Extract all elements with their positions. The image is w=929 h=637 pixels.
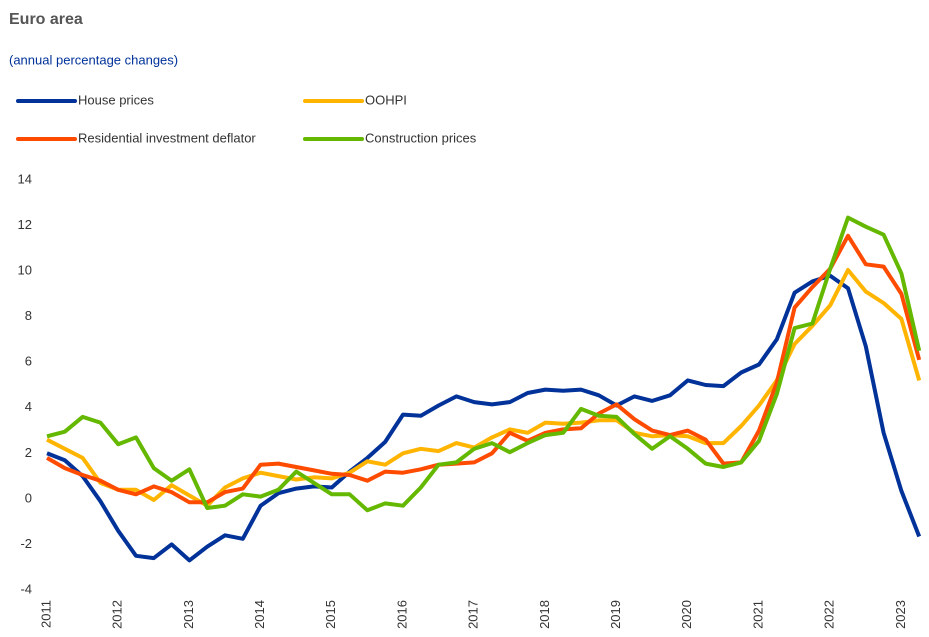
chart-subtitle: (annual percentage changes) — [9, 52, 178, 67]
x-tick-label: 2011 — [38, 600, 53, 628]
x-tick-label: 2018 — [537, 600, 552, 629]
legend-label: OOHPI — [365, 92, 407, 107]
x-tick-label: 2020 — [679, 600, 694, 629]
series-line — [46, 273, 922, 563]
series-line — [46, 268, 922, 508]
y-tick-label: -4 — [20, 581, 32, 596]
y-tick-label: 10 — [18, 263, 32, 278]
y-tick-label: 4 — [25, 399, 32, 414]
x-tick-label: 2023 — [893, 600, 908, 629]
legend-label: Construction prices — [365, 130, 477, 145]
legend-label: House prices — [78, 92, 154, 107]
x-tick-label: 2019 — [608, 600, 623, 629]
x-tick-label: 2021 — [750, 600, 765, 629]
legend-label: Residential investment deflator — [78, 130, 256, 145]
series-line — [46, 233, 922, 505]
chart-title: Euro area — [9, 11, 83, 28]
x-tick-label: 2012 — [110, 600, 125, 629]
x-tick-label: 2016 — [394, 600, 409, 629]
x-tick-label: 2015 — [323, 600, 338, 629]
x-tick-label: 2013 — [181, 600, 196, 629]
y-tick-label: 2 — [25, 445, 32, 460]
series-line — [46, 215, 922, 513]
y-tick-label: 8 — [25, 308, 32, 323]
y-tick-label: -2 — [20, 536, 32, 551]
y-tick-label: 14 — [18, 171, 32, 186]
y-tick-label: 0 — [25, 490, 32, 505]
x-tick-label: 2022 — [822, 600, 837, 629]
x-tick-label: 2017 — [466, 600, 481, 629]
y-tick-label: 12 — [18, 217, 32, 232]
y-tick-label: 6 — [25, 354, 32, 369]
x-tick-label: 2014 — [252, 600, 267, 629]
